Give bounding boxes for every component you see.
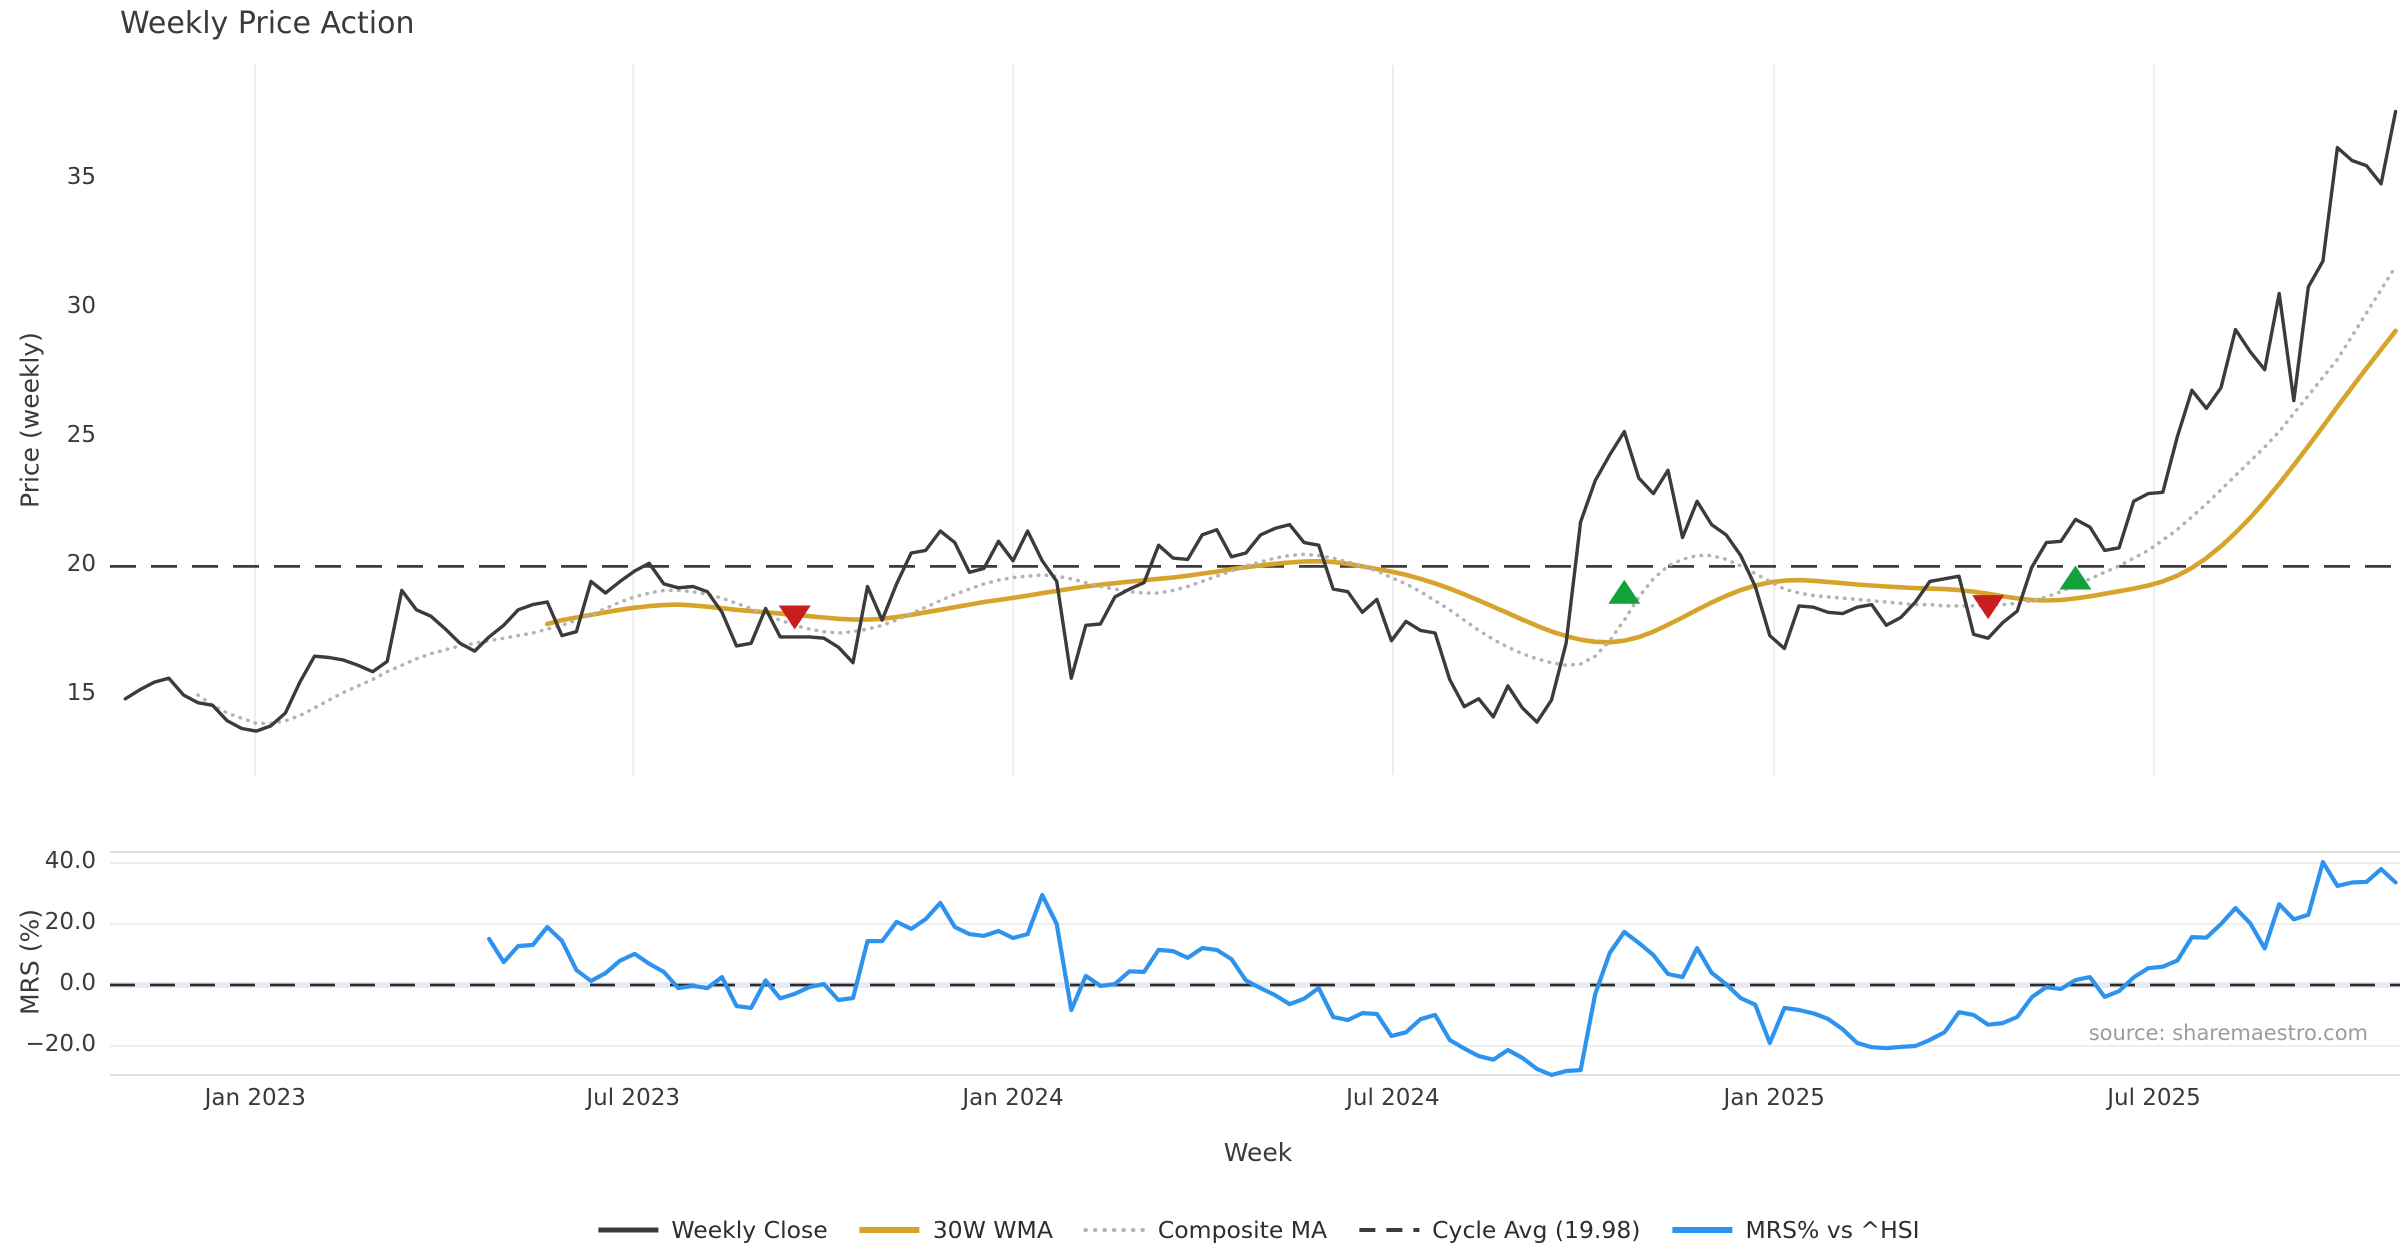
sell-signal-marker bbox=[1972, 595, 2005, 620]
x-tick-label: Jan 2023 bbox=[204, 1085, 306, 1111]
mrs-ytick-label: 40.0 bbox=[44, 847, 96, 874]
x-tick-label: Jan 2025 bbox=[1723, 1085, 1825, 1111]
x-tick-label: Jul 2023 bbox=[586, 1085, 680, 1111]
composite-ma-line bbox=[196, 264, 2398, 726]
legend-item-mrs-vs-hsi: MRS% vs ^HSI bbox=[1670, 1216, 1920, 1244]
buy-signal-marker bbox=[1608, 579, 1641, 604]
week-axis-label: Week bbox=[1223, 1138, 1293, 1167]
price-ytick-label: 15 bbox=[66, 679, 96, 706]
legend-label: Cycle Avg (19.98) bbox=[1432, 1216, 1641, 1244]
legend-item-weekly-close: Weekly Close bbox=[596, 1216, 828, 1244]
mrs-ytick-label: 20.0 bbox=[44, 908, 96, 935]
legend-label: MRS% vs ^HSI bbox=[1745, 1216, 1920, 1244]
page-title: Weekly Price Action bbox=[120, 6, 415, 41]
legend-swatch-icon bbox=[1082, 1228, 1147, 1232]
price-axis-label: Price (weekly) bbox=[15, 332, 45, 508]
price-ytick-label: 25 bbox=[66, 421, 96, 448]
chart-legend: Weekly Close 30W WMA Composite MA Cycle Avg… bbox=[596, 1216, 1920, 1244]
x-tick-label: Jul 2024 bbox=[1346, 1085, 1440, 1111]
legend-swatch-icon bbox=[1672, 1227, 1733, 1233]
legend-item-30w-wma: 30W WMA bbox=[858, 1216, 1053, 1244]
price-ytick-label: 35 bbox=[66, 163, 96, 190]
mrs-line bbox=[487, 860, 2398, 1078]
legend-label: Composite MA bbox=[1157, 1216, 1328, 1244]
legend-label: 30W WMA bbox=[932, 1216, 1053, 1244]
legend-item-cycle-avg-19-98-: Cycle Avg (19.98) bbox=[1357, 1216, 1640, 1244]
price-ytick-label: 20 bbox=[66, 550, 96, 577]
legend-swatch-icon bbox=[859, 1227, 920, 1233]
mrs-ytick-label: 0.0 bbox=[59, 970, 96, 996]
weekly-close-line bbox=[123, 109, 2398, 733]
source-credit: source: sharemaestro.com bbox=[2088, 1021, 2368, 1045]
buy-signal-marker bbox=[2059, 565, 2092, 590]
mrs-ytick-label: −20.0 bbox=[25, 1031, 96, 1058]
x-tick-label: Jan 2024 bbox=[962, 1085, 1064, 1111]
30w-wma-line bbox=[545, 328, 2398, 645]
sell-signal-marker bbox=[778, 605, 811, 630]
price-ytick-label: 30 bbox=[66, 292, 96, 319]
x-tick-label: Jul 2025 bbox=[2107, 1085, 2201, 1111]
legend-swatch-icon bbox=[598, 1227, 659, 1233]
legend-item-composite-ma: Composite MA bbox=[1082, 1216, 1328, 1244]
legend-swatch-icon bbox=[1359, 1228, 1420, 1232]
legend-label: Weekly Close bbox=[671, 1216, 828, 1244]
